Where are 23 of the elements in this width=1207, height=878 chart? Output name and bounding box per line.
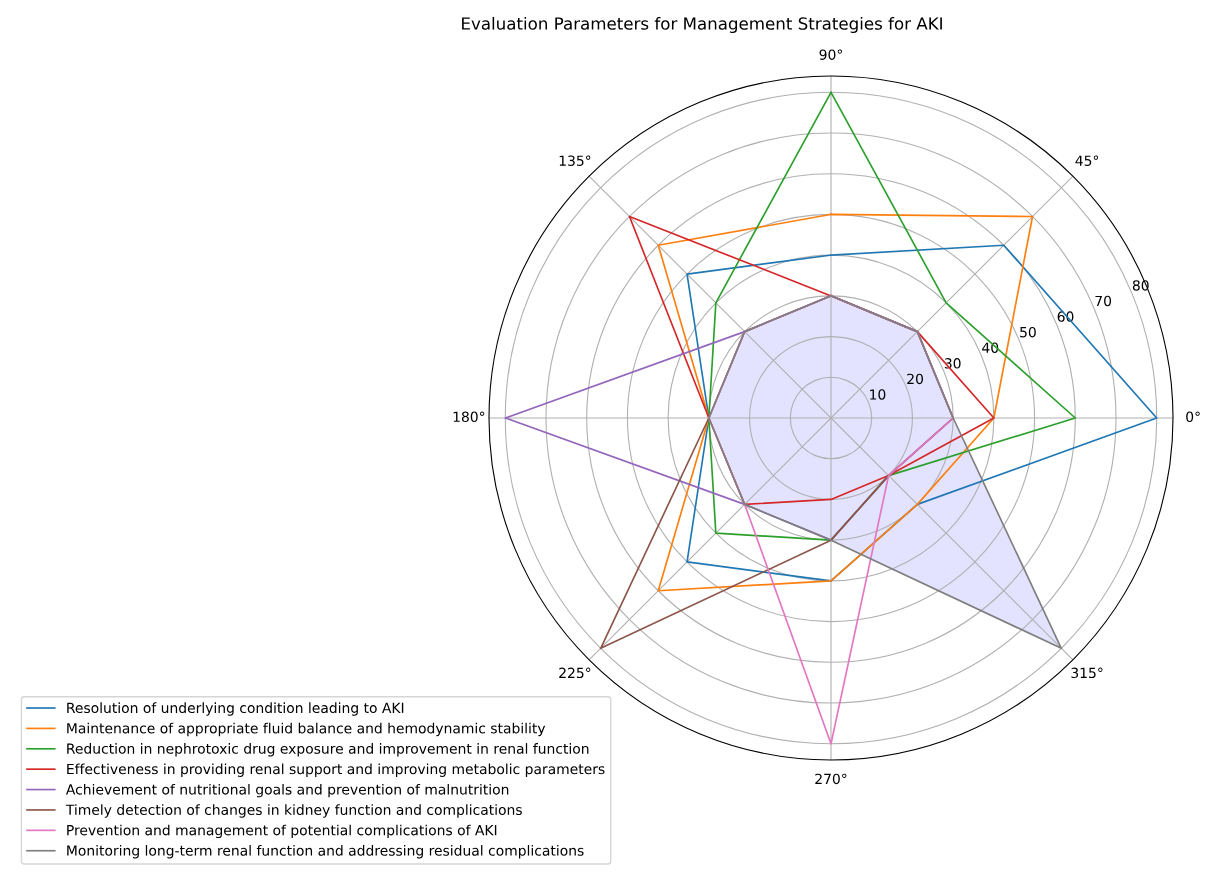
- y-tick-label: 40: [982, 342, 999, 353]
- spoke-label: 225°: [559, 667, 591, 679]
- legend-label: Prevention and management of potential complications of AKI: [67, 824, 497, 839]
- y-tick-label: 10: [870, 389, 886, 400]
- spoke-label: 90°: [819, 49, 842, 60]
- y-tick-label: 50: [1020, 326, 1036, 338]
- y-tick-label: 20: [907, 373, 923, 385]
- legend-label: Resolution of underlying condition leading to AKI: [67, 702, 404, 716]
- spoke-label: 315°: [1071, 667, 1103, 679]
- legend-label: Reduction in nephrotoxic drug exposure and improvement in renal function: [67, 743, 589, 757]
- spoke-label: 45°: [1075, 155, 1099, 166]
- y-tick-label: 30: [944, 358, 961, 369]
- legend-label: Timely detection of changes in kidney function and complications: [65, 804, 522, 818]
- legend-label: Monitoring long-term renal function and addressing residual complications: [67, 845, 584, 859]
- spoke-label: 180°: [453, 411, 485, 423]
- y-tick-label: 70: [1095, 295, 1112, 307]
- spoke-label: 135°: [559, 155, 591, 166]
- legend-label: Maintenance of appropriate fluid balance and hemodynamic stability: [67, 722, 546, 737]
- spoke-label: 270°: [815, 773, 847, 785]
- legend-label: Effectiveness in providing renal support and improving metabolic parameters: [67, 763, 605, 777]
- legend-label: Achievement of nutritional goals and prevention of malnutrition: [65, 783, 509, 798]
- chart-title: Evaluation Parameters for Management Strategies for AKI: [462, 16, 942, 34]
- spoke-label: 0°: [1186, 411, 1200, 423]
